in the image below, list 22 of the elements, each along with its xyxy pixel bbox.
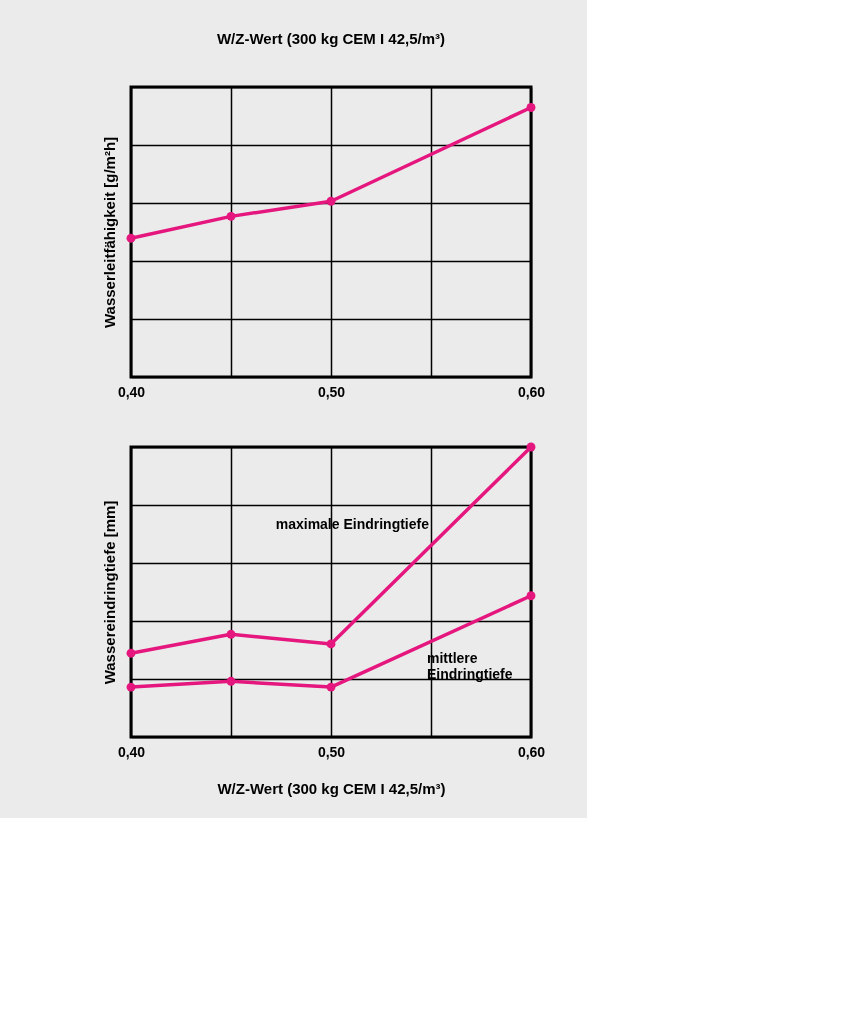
chart-title: W/Z-Wert (300 kg CEM I 42,5/m³): [216, 30, 446, 47]
point: [326, 682, 336, 692]
x-tick-label: 0,40: [117, 743, 146, 760]
y-axis-title: Wasserleitfähigkeit [g/m²h]: [100, 136, 118, 329]
x-tick-label: 0,60: [517, 743, 546, 760]
point: [326, 639, 336, 649]
point: [226, 676, 236, 686]
x-tick-label: 0,50: [317, 383, 346, 400]
point: [126, 648, 136, 658]
point: [226, 211, 236, 221]
point: [126, 233, 136, 243]
x-tick-label: 0,40: [117, 383, 146, 400]
point: [526, 442, 536, 452]
point: [326, 196, 336, 206]
x-tick-label: 0,60: [517, 383, 546, 400]
point: [526, 591, 536, 601]
point: [526, 103, 536, 112]
x-tick-label: 0,50: [317, 743, 346, 760]
point: [126, 682, 136, 692]
y-axis-title: Wassereindringtiefe [mm]: [100, 500, 118, 685]
point: [226, 629, 236, 639]
x-axis-title: W/Z-Wert (300 kg CEM I 42,5/m³): [217, 779, 446, 797]
